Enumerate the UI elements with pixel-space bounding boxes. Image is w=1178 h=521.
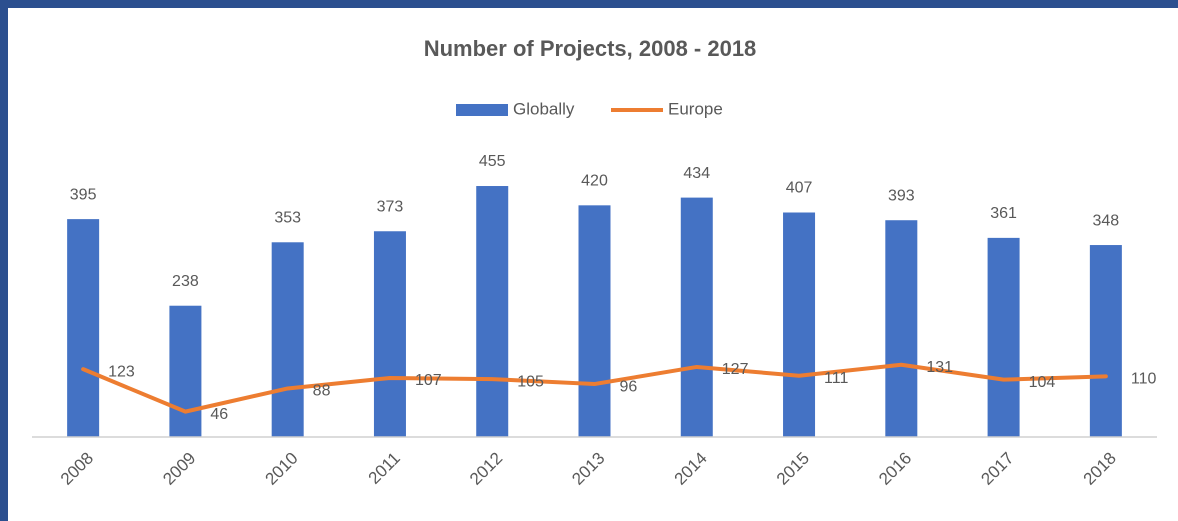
- bar: [169, 305, 202, 437]
- x-tick-label: 2013: [568, 449, 608, 489]
- x-tick-label: 2011: [365, 449, 404, 488]
- data-label: 46: [210, 406, 228, 423]
- data-label: 131: [926, 359, 953, 376]
- data-label: 395: [70, 186, 97, 203]
- data-label: 455: [479, 153, 506, 170]
- data-label: 361: [990, 205, 1017, 222]
- legend-swatch: [456, 104, 508, 116]
- bar: [783, 212, 816, 437]
- data-label: 110: [1131, 371, 1157, 388]
- data-label: 238: [172, 273, 199, 290]
- x-tick-label: 2009: [159, 449, 199, 489]
- x-tick-label: 2016: [875, 449, 915, 489]
- chart-title: Number of Projects, 2008 - 2018: [424, 36, 757, 61]
- data-label: 373: [377, 198, 404, 215]
- data-label: 393: [888, 187, 915, 204]
- data-label: 111: [824, 370, 848, 387]
- x-tick-label: 2014: [671, 449, 711, 489]
- bar: [885, 220, 918, 437]
- bar: [578, 205, 611, 437]
- bar: [67, 219, 100, 437]
- bar: [476, 186, 509, 437]
- bar: [1089, 245, 1122, 437]
- data-label: 96: [620, 378, 638, 395]
- data-label: 107: [415, 372, 442, 389]
- x-tick-label: 2012: [466, 449, 506, 489]
- data-label: 127: [722, 361, 749, 378]
- bar: [987, 237, 1020, 437]
- bar: [680, 197, 713, 437]
- data-label: 348: [1093, 212, 1120, 229]
- x-tick-label: 2015: [773, 449, 813, 489]
- legend-label: Globally: [513, 99, 575, 118]
- x-tick-label: 2010: [261, 449, 301, 489]
- x-tick-label: 2018: [1080, 449, 1120, 489]
- line: [81, 362, 1108, 414]
- bar: [373, 231, 406, 437]
- data-label: 88: [313, 383, 331, 400]
- data-label: 420: [581, 173, 608, 190]
- legend-label: Europe: [668, 99, 723, 118]
- data-label: 434: [683, 165, 710, 182]
- data-label: 104: [1029, 374, 1056, 391]
- data-label: 353: [274, 210, 301, 227]
- x-tick-label: 2008: [57, 449, 97, 489]
- bar: [271, 242, 304, 437]
- data-label: 105: [517, 373, 544, 390]
- x-tick-label: 2017: [977, 449, 1017, 489]
- data-label: 123: [108, 363, 135, 380]
- data-label: 407: [786, 180, 813, 197]
